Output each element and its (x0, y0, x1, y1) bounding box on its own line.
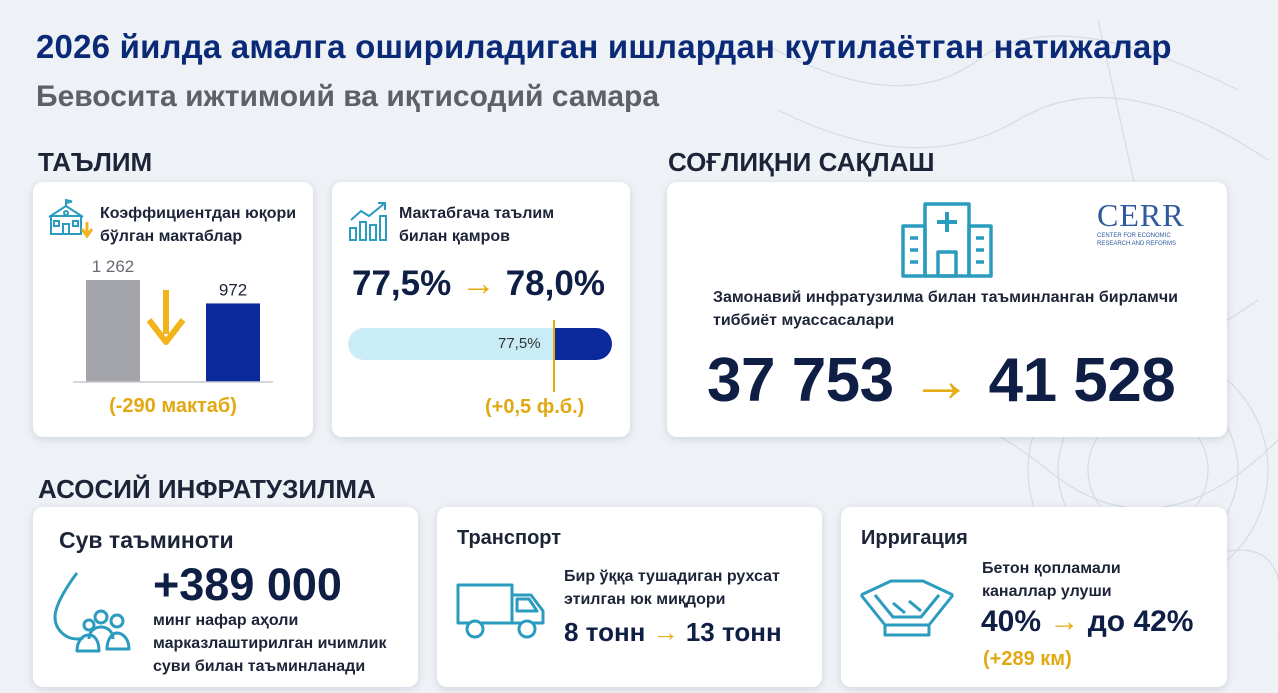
before-bar-label: 1 262 (92, 257, 135, 276)
irrigation-arrow: → (1049, 605, 1080, 638)
irrigation-label: Бетон қопламали каналлар улуши (982, 560, 1121, 600)
transport-to: 13 тонн (685, 617, 782, 647)
schools-card: Коэффициентдан юқори бўлган мактаблар 1 … (33, 182, 313, 437)
preschool-card: Мактабгача таълим билан қамров 77,5% → 7… (332, 182, 630, 437)
page-title: 2026 йилда амалга ошириладиган ишлардан … (36, 28, 1172, 65)
schools-bar-chart: 1 262 972 (73, 257, 273, 383)
canal-icon (859, 579, 955, 637)
transport-card: Транспорт Бир ўққа тушадиган рухсат этил… (437, 507, 822, 687)
section-title-infrastructure: АСОСИЙ ИНФРАТУЗИЛМА (38, 474, 376, 504)
irrigation-change: (+289 км) (983, 648, 1072, 670)
truck-icon (456, 583, 545, 639)
cerr-logo-subtext-2: RESEARCH AND REFORMS (1097, 241, 1177, 247)
preschool-change: (+0,5 ф.б.) (485, 396, 585, 418)
hospital-icon (901, 202, 993, 278)
section-title-education: ТАЪЛИМ (38, 147, 153, 177)
irrigation-to: до 42% (1087, 605, 1194, 638)
water-card: Сув таъминоти +389 000 минг нафар аҳоли … (33, 507, 418, 687)
preschool-progress-fill (553, 328, 612, 360)
progress-marker-label: 77,5% (498, 335, 541, 352)
decrease-arrow (146, 290, 186, 345)
preschool-label: Мактабгача таълим билан қамров (399, 205, 555, 245)
cerr-logo-text: CERR (1097, 197, 1185, 233)
page-subtitle: Бевосита ижтимоий ва иқтисодий самара (36, 80, 660, 113)
school-icon (48, 198, 93, 239)
health-arrow: → (910, 346, 972, 415)
preschool-to: 78,0% (505, 264, 605, 303)
growth-chart-icon (349, 202, 387, 241)
preschool-from: 77,5% (352, 264, 452, 303)
section-title-health: СОҒЛИҚНИ САҚЛАШ (668, 147, 935, 177)
health-label: Замонавий инфратузилма билан таъминланга… (713, 289, 1178, 329)
transport-title: Транспорт (457, 527, 562, 549)
health-values: 37 753 → 41 528 (707, 345, 1176, 416)
transport-label: Бир ўққа тушадиган рухсат этилган юк миқ… (564, 568, 780, 608)
water-value: +389 000 (153, 559, 342, 610)
after-bar (206, 303, 260, 382)
transport-from: 8 тонн (564, 617, 646, 647)
cerr-logo-subtext-1: CENTER FOR ECONOMIC (1097, 233, 1171, 239)
irrigation-from: 40% (981, 605, 1042, 638)
cerr-logo: CERR CENTER FOR ECONOMIC RESEARCH AND RE… (1097, 198, 1217, 248)
irrigation-title: Ирригация (861, 527, 968, 549)
transport-arrow: → (652, 617, 679, 647)
transport-values: 8 тонн → 13 тонн (564, 617, 782, 648)
irrigation-values: 40% → до 42% (981, 605, 1193, 639)
preschool-arrow: → (460, 264, 496, 303)
schools-change: (-290 мактаб) (109, 395, 237, 417)
after-bar-label: 972 (219, 280, 247, 299)
health-to: 41 528 (988, 346, 1176, 415)
before-bar (86, 280, 140, 382)
water-description: минг нафар аҳоли марказлаштирилган ичимл… (153, 612, 387, 675)
preschool-values: 77,5% → 78,0% (352, 264, 605, 304)
health-card: CERR CENTER FOR ECONOMIC RESEARCH AND RE… (667, 182, 1227, 437)
health-from: 37 753 (707, 346, 894, 415)
progress-marker-line (553, 320, 555, 392)
water-title: Сув таъминоти (59, 527, 234, 553)
schools-label: Коэффициентдан юқори бўлган мактаблар (100, 205, 297, 245)
preschool-progress-bar (348, 328, 612, 360)
water-people-icon (53, 572, 131, 653)
irrigation-card: Ирригация Бетон қопламали каналлар улуши… (841, 507, 1227, 687)
